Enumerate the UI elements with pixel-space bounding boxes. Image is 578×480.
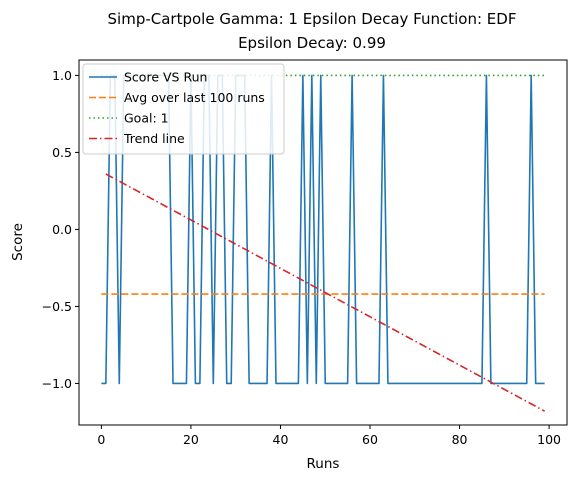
y-axis-label: Score: [10, 223, 26, 261]
plot-area: [101, 74, 545, 412]
series-line-1: [101, 74, 545, 385]
legend-label-4: Trend line: [123, 131, 185, 146]
axis-ticks: 0 20 40 60 80 100 −1.0 −0.5 0.0 0.5 1.0: [42, 68, 561, 447]
legend-label-3: Goal: 1: [124, 111, 169, 126]
y-tick-label: −0.5: [42, 299, 72, 314]
plot-frame: [78, 59, 568, 426]
chart-subtitle: Epsilon Decay: 0.99: [238, 34, 386, 52]
legend-label-1: Score VS Run: [124, 70, 207, 85]
x-tick-label: 80: [452, 432, 468, 447]
x-tick-label: 0: [97, 432, 105, 447]
x-tick-label: 20: [183, 432, 199, 447]
y-tick-label: 0.0: [52, 222, 72, 237]
legend-box: [82, 63, 285, 155]
series-line-4: [105, 173, 545, 412]
x-tick-label: 60: [362, 432, 378, 447]
legend: Score VS Run Avg over last 100 runs Goal: …: [82, 63, 285, 155]
x-tick-label: 100: [537, 432, 561, 447]
chart-title: Simp-Cartpole Gamma: 1 Epsilon Decay Fun…: [108, 10, 517, 28]
y-tick-label: 0.5: [52, 145, 72, 160]
x-tick-label: 40: [273, 432, 289, 447]
y-tick-label: 1.0: [52, 68, 72, 83]
y-tick-label: −1.0: [42, 376, 72, 391]
x-axis-label: Runs: [307, 456, 340, 472]
legend-label-2: Avg over last 100 runs: [124, 90, 265, 105]
